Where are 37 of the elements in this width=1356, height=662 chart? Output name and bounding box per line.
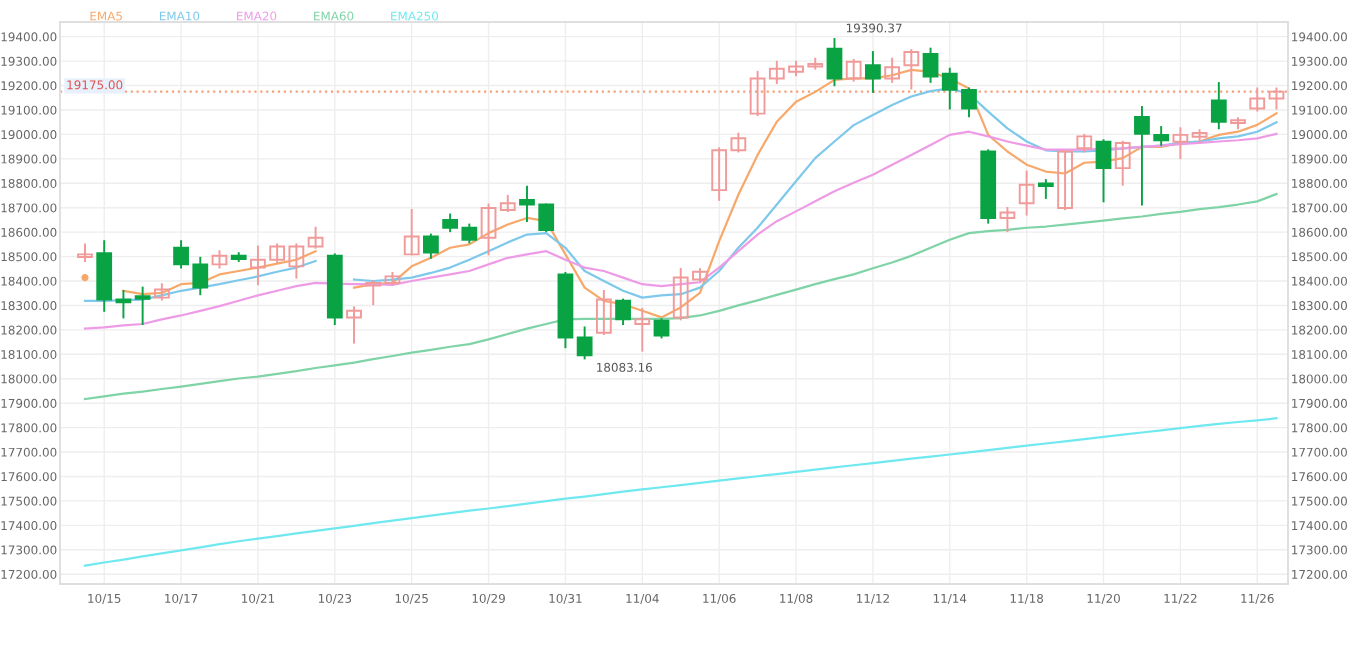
candlestick (845, 58, 862, 82)
candlestick (749, 70, 766, 117)
candlestick (884, 57, 901, 83)
candlestick (595, 290, 612, 335)
candlestick (922, 47, 939, 83)
candlestick (346, 306, 362, 344)
candlestick (615, 298, 631, 325)
candlestick (999, 206, 1016, 233)
candlestick (653, 318, 670, 339)
candlestick (96, 240, 113, 312)
candlestick (365, 280, 382, 306)
candlestick (499, 195, 516, 213)
line-series (83, 130, 1278, 330)
candlestick (423, 233, 439, 259)
candlestick (480, 203, 497, 256)
candlestick (576, 326, 593, 360)
candlestick (134, 286, 151, 325)
candlestick (1191, 129, 1208, 143)
candlestick (903, 49, 920, 90)
candlestick (307, 226, 324, 249)
candlestick (1018, 170, 1035, 216)
candlestick (1172, 127, 1189, 160)
candlestick (403, 208, 420, 256)
candlestick (1114, 140, 1131, 186)
candlestick (153, 283, 170, 301)
line-series (83, 192, 1278, 401)
candlestick (1095, 139, 1112, 203)
candlestick (1057, 150, 1073, 211)
candlestick (634, 307, 651, 352)
candlestick (77, 243, 93, 262)
candlestick (1268, 87, 1285, 110)
line-series (83, 417, 1278, 567)
candlestick (1249, 87, 1266, 112)
candlestick (865, 51, 881, 93)
candlestick (826, 38, 843, 87)
candlestick (1210, 82, 1227, 130)
candlestick (1037, 179, 1054, 199)
